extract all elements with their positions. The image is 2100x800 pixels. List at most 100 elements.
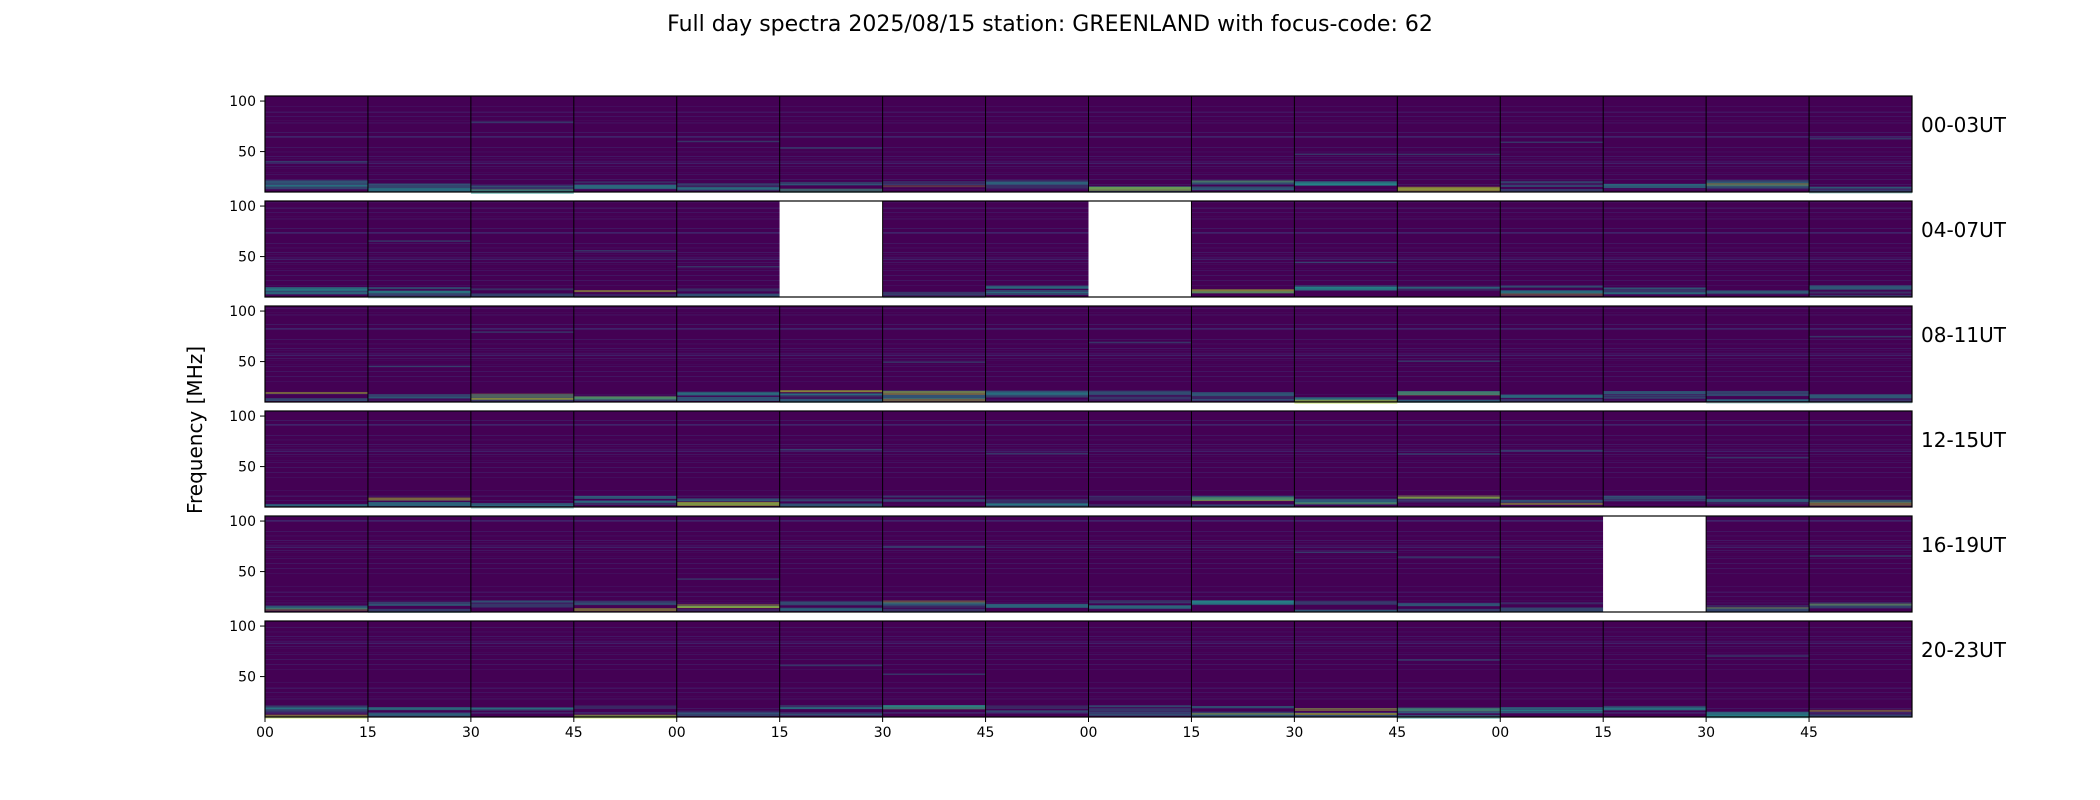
emission-band (1809, 709, 1912, 712)
spectrogram-panel (470, 516, 574, 612)
spectrogram-panel (779, 306, 883, 402)
row-frame (264, 410, 1913, 508)
spectrogram-panel (1088, 516, 1192, 612)
emission-band (1191, 705, 1295, 708)
emission-band (470, 187, 574, 191)
emission-band (367, 287, 471, 290)
emission-band (1397, 495, 1501, 499)
emission-band (573, 250, 677, 252)
emission-band (1294, 181, 1398, 186)
spectrogram-panel (265, 96, 368, 192)
emission-band (367, 707, 471, 711)
emission-band (1294, 714, 1398, 717)
emission-band (1088, 711, 1192, 715)
spectrogram-panel (1191, 96, 1295, 192)
spectrogram-panel (1706, 306, 1810, 402)
spectrogram-panel (470, 96, 574, 192)
emission-band (573, 293, 677, 298)
spectrogram-panel (779, 621, 883, 717)
emission-band (1809, 603, 1912, 608)
emission-band (1191, 186, 1295, 191)
y-tick-label: 100 (229, 514, 256, 530)
emission-band (676, 609, 780, 612)
emission-band (1603, 394, 1707, 397)
emission-band (1088, 605, 1192, 608)
emission-band (573, 181, 677, 184)
emission-band (470, 398, 574, 403)
spectrogram-panel (1397, 516, 1501, 612)
x-tick-label: 15 (1594, 725, 1612, 741)
emission-band (882, 495, 986, 498)
emission-band (1706, 712, 1810, 717)
emission-band (470, 121, 574, 123)
spectrogram-panel (1809, 201, 1912, 297)
spectrogram-panel (367, 411, 471, 507)
y-tick-label: 50 (238, 250, 256, 266)
emission-band (676, 266, 780, 268)
spectrogram-panel (367, 306, 471, 402)
emission-band (1397, 399, 1501, 403)
emission-band (1191, 180, 1295, 185)
emission-band (1500, 449, 1604, 452)
spectrogram-panel (882, 411, 986, 507)
emission-band (1191, 714, 1295, 718)
spectrogram-panel (265, 621, 368, 717)
emission-band (985, 498, 1089, 501)
emission-band (882, 361, 986, 363)
spectrogram-panel (1294, 306, 1398, 402)
emission-band (1706, 390, 1810, 394)
y-tick-label: 100 (229, 304, 256, 320)
emission-band (265, 161, 368, 163)
row-label: 16-19UT (1921, 533, 2007, 557)
emission-band (1191, 600, 1295, 603)
emission-band (1809, 604, 1912, 609)
spectrogram-panel (1088, 621, 1192, 717)
emission-band (367, 183, 471, 188)
emission-band (1706, 604, 1810, 609)
emission-band (1191, 396, 1295, 399)
emission-band (1706, 291, 1810, 294)
emission-band (1397, 709, 1501, 714)
emission-band (1191, 289, 1295, 294)
emission-band (1397, 603, 1501, 607)
emission-band (1088, 396, 1192, 400)
emission-band (573, 600, 677, 605)
row-frame (264, 305, 1913, 403)
emission-band (1603, 289, 1707, 294)
y-tick-label: 100 (229, 94, 256, 110)
spectrogram-panel (1500, 411, 1604, 507)
missing-panel (1088, 201, 1192, 297)
emission-band (1397, 708, 1501, 712)
emission-band (573, 396, 677, 400)
emission-band (676, 140, 780, 143)
x-tick-label: 45 (1388, 725, 1406, 741)
emission-band (1706, 290, 1810, 295)
x-tick-label: 45 (1800, 725, 1818, 741)
emission-band (1500, 180, 1604, 183)
emission-band (882, 294, 986, 299)
emission-band (1397, 286, 1501, 289)
spectrogram-panel (882, 96, 986, 192)
spectra-row: 100 50 00-03UT (229, 94, 2007, 194)
emission-band (367, 394, 471, 399)
emission-band (676, 501, 780, 506)
x-tick-label: 45 (977, 725, 995, 741)
emission-band (1809, 291, 1912, 294)
emission-band (1397, 399, 1501, 402)
spectrogram-panel (1603, 306, 1707, 402)
emission-band (1088, 705, 1192, 708)
emission-band (573, 500, 677, 503)
emission-band (1500, 707, 1604, 712)
emission-band (1397, 153, 1501, 156)
emission-band (1294, 183, 1398, 186)
emission-band (985, 181, 1089, 185)
emission-band (779, 707, 883, 710)
spectrogram-panel (882, 201, 986, 297)
emission-band (1088, 600, 1192, 604)
emission-band (573, 500, 677, 503)
emission-band (1191, 603, 1295, 606)
spectrogram-panel (985, 96, 1089, 192)
spectrogram-panel (1191, 411, 1295, 507)
emission-band (367, 501, 471, 506)
spectrogram-panel (882, 516, 986, 612)
